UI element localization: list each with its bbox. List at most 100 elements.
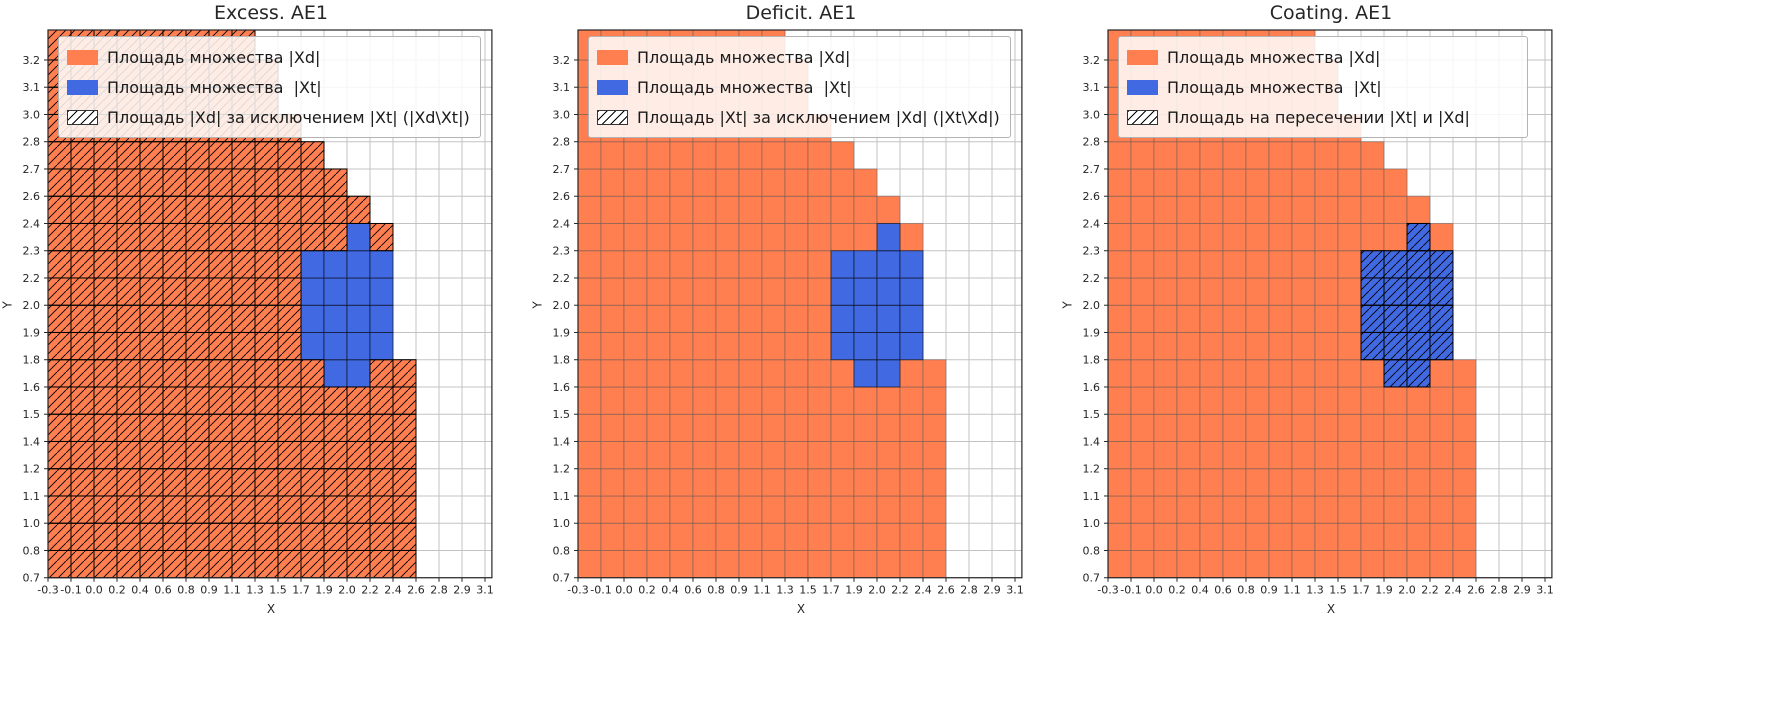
legend-entry-xt: Площадь множества |Xt| (597, 72, 1000, 102)
svg-text:1.5: 1.5 (799, 584, 817, 597)
svg-text:0.0: 0.0 (85, 584, 103, 597)
svg-text:3.2: 3.2 (553, 54, 571, 67)
svg-text:2.2: 2.2 (23, 272, 41, 285)
svg-text:1.8: 1.8 (23, 354, 41, 367)
legend-entry-xd: Площадь множества |Xd| (597, 42, 1000, 72)
x-axis-label: X (1326, 602, 1336, 616)
svg-text:2.2: 2.2 (361, 584, 379, 597)
svg-text:3.1: 3.1 (1536, 584, 1554, 597)
svg-text:2.9: 2.9 (1513, 584, 1531, 597)
svg-text:2.2: 2.2 (1083, 272, 1101, 285)
svg-text:-0.1: -0.1 (1120, 584, 1141, 597)
svg-text:0.7: 0.7 (23, 572, 41, 585)
svg-text:2.3: 2.3 (23, 245, 41, 258)
svg-text:1.5: 1.5 (553, 408, 571, 421)
legend-swatch-xt-icon (597, 79, 628, 95)
legend-label-xd: Площадь множества |Xd| (107, 47, 321, 67)
svg-text:2.0: 2.0 (868, 584, 886, 597)
svg-text:1.4: 1.4 (553, 435, 571, 448)
svg-text:0.4: 0.4 (131, 584, 149, 597)
svg-text:-0.3: -0.3 (37, 584, 58, 597)
svg-text:0.0: 0.0 (1145, 584, 1163, 597)
svg-text:3.0: 3.0 (1083, 108, 1101, 121)
plot-canvas: -0.3 -0.1 0.0 0.2 0.4 0.6 0.8 0.9 1.1 1.3 1.5 1.7 1.… (23, 29, 494, 597)
svg-text:1.6: 1.6 (1083, 381, 1101, 394)
svg-text:2.4: 2.4 (1444, 584, 1462, 597)
y-axis-label: Y (0, 301, 15, 309)
plot-title: Excess. AE1 (213, 2, 329, 24)
svg-text:0.2: 0.2 (1168, 584, 1186, 597)
svg-text:0.0: 0.0 (615, 584, 633, 597)
svg-text:-0.1: -0.1 (590, 584, 611, 597)
legend-label-hatch: Площадь |Xt| за исключением |Xd| (|Xt\Xd… (637, 107, 1000, 127)
svg-text:1.0: 1.0 (23, 517, 41, 530)
svg-text:3.1: 3.1 (553, 81, 571, 94)
svg-text:3.1: 3.1 (476, 584, 494, 597)
svg-text:3.2: 3.2 (23, 54, 41, 67)
svg-text:1.1: 1.1 (23, 490, 41, 503)
svg-text:2.8: 2.8 (23, 136, 41, 149)
x-axis-label: X (266, 602, 276, 616)
svg-text:1.1: 1.1 (553, 490, 571, 503)
legend-swatch-hatch-icon (597, 109, 628, 125)
svg-text:0.6: 0.6 (684, 584, 702, 597)
svg-text:2.0: 2.0 (23, 299, 41, 312)
svg-text:2.7: 2.7 (553, 163, 571, 176)
svg-text:0.6: 0.6 (1214, 584, 1232, 597)
legend-swatch-hatch-icon (67, 109, 98, 125)
svg-text:0.7: 0.7 (1083, 572, 1101, 585)
svg-text:1.5: 1.5 (269, 584, 287, 597)
svg-text:3.2: 3.2 (1083, 54, 1101, 67)
legend-entry-xd: Площадь множества |Xd| (67, 42, 470, 72)
svg-text:1.8: 1.8 (553, 354, 571, 367)
svg-text:1.3: 1.3 (246, 584, 264, 597)
svg-text:0.9: 0.9 (200, 584, 218, 597)
svg-text:0.9: 0.9 (1260, 584, 1278, 597)
svg-text:2.0: 2.0 (553, 299, 571, 312)
svg-text:0.8: 0.8 (23, 544, 41, 557)
svg-text:0.6: 0.6 (154, 584, 172, 597)
svg-text:0.4: 0.4 (661, 584, 679, 597)
legend-swatch-xd-icon (1127, 49, 1158, 65)
svg-text:2.2: 2.2 (553, 272, 571, 285)
legend-swatch-xd-icon (67, 49, 98, 65)
plot-title: Deficit. AE1 (745, 2, 857, 24)
legend: Площадь множества |Xd| Площадь множества… (588, 36, 1011, 138)
subplot-deficit: Deficit. AE1 -0.3 -0.1 0.0 0.2 0.4 0.6 0.8 0.9 1… (530, 0, 1060, 680)
svg-text:1.1: 1.1 (753, 584, 771, 597)
legend: Площадь множества |Xd| Площадь множества… (1118, 36, 1528, 138)
svg-text:2.8: 2.8 (1083, 136, 1101, 149)
svg-text:2.6: 2.6 (553, 190, 571, 203)
svg-text:1.6: 1.6 (553, 381, 571, 394)
svg-text:-0.3: -0.3 (1097, 584, 1118, 597)
svg-text:1.9: 1.9 (553, 326, 571, 339)
svg-text:2.0: 2.0 (1083, 299, 1101, 312)
subplot-coating: Coating. AE1 -0.3 -0.1 0.0 0.2 0.4 0.6 0.8 0.9 1… (1060, 0, 1590, 680)
legend-swatch-xd-icon (597, 49, 628, 65)
svg-text:1.2: 1.2 (553, 463, 571, 476)
svg-text:0.2: 0.2 (638, 584, 656, 597)
svg-text:2.6: 2.6 (1083, 190, 1101, 203)
svg-text:2.2: 2.2 (891, 584, 909, 597)
svg-text:2.4: 2.4 (384, 584, 402, 597)
legend-label-xt: Площадь множества |Xt| (637, 77, 852, 97)
svg-text:2.8: 2.8 (553, 136, 571, 149)
svg-text:1.3: 1.3 (1306, 584, 1324, 597)
legend-label-xt: Площадь множества |Xt| (107, 77, 322, 97)
svg-text:1.8: 1.8 (1083, 354, 1101, 367)
svg-text:2.8: 2.8 (960, 584, 978, 597)
svg-text:-0.3: -0.3 (567, 584, 588, 597)
svg-text:2.6: 2.6 (23, 190, 41, 203)
svg-text:0.2: 0.2 (108, 584, 126, 597)
svg-text:-0.1: -0.1 (60, 584, 81, 597)
svg-text:0.4: 0.4 (1191, 584, 1209, 597)
svg-text:2.9: 2.9 (453, 584, 471, 597)
svg-text:1.9: 1.9 (315, 584, 333, 597)
y-axis-label: Y (1060, 301, 1075, 309)
svg-text:1.6: 1.6 (23, 381, 41, 394)
svg-text:1.7: 1.7 (822, 584, 840, 597)
svg-text:3.0: 3.0 (553, 108, 571, 121)
legend-label-xd: Площадь множества |Xd| (637, 47, 851, 67)
svg-text:0.8: 0.8 (553, 544, 571, 557)
